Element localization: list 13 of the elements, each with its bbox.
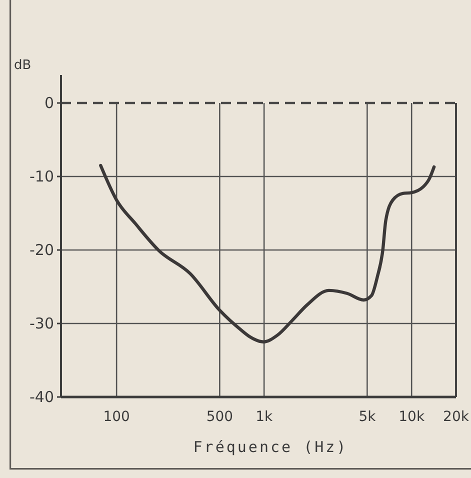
x-tick-label: 500 — [206, 408, 234, 425]
y-tick-label: -10 — [30, 167, 54, 186]
x-tick-label: 5k — [358, 408, 377, 425]
x-tick-label: 20k — [443, 408, 470, 425]
y-tick-label: -30 — [30, 314, 54, 332]
x-tick-label: 100 — [103, 408, 130, 425]
y-tick-label: -20 — [30, 240, 54, 259]
x-tick-label: 1k — [256, 408, 274, 425]
x-tick-label: 10k — [398, 408, 426, 425]
y-axis-title: dB — [14, 58, 32, 73]
y-tick-label: 0 — [44, 94, 54, 112]
y-tick-label: -40 — [30, 388, 54, 406]
x-axis-title: Fréquence (Hz) — [193, 438, 348, 456]
